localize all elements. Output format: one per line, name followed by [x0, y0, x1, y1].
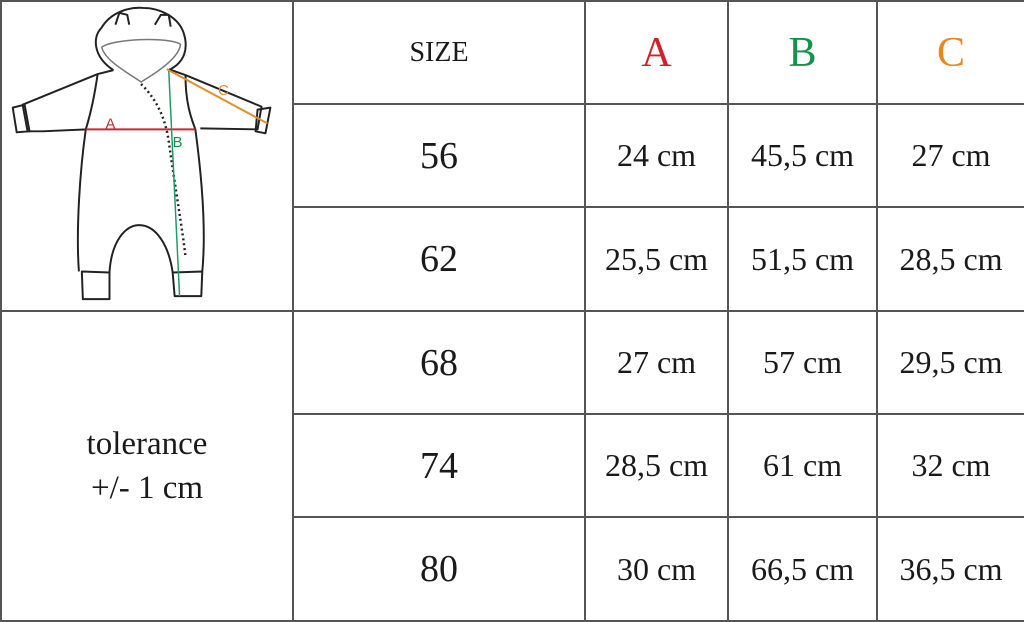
cuff-left	[80, 270, 111, 301]
romper-illustration-cell: A B C	[0, 0, 294, 312]
header-row: A B C SIZE A B C	[0, 0, 1024, 312]
tolerance-line-1: tolerance	[86, 426, 208, 462]
ear-right-icon	[154, 13, 172, 27]
tolerance-cell: tolerance +/- 1 cm	[0, 310, 294, 622]
zipper	[140, 83, 187, 257]
measure-c-label: C	[218, 83, 229, 99]
value-b-cell: 66,5 cm	[727, 516, 878, 622]
value-b-cell: 61 cm	[727, 413, 878, 518]
table-row: 80 30 cm 66,5 cm 36,5 cm	[1, 516, 1024, 622]
body-left	[76, 73, 99, 272]
value-b-cell: 51,5 cm	[727, 206, 878, 312]
size-cell: 80	[292, 516, 586, 622]
body-right	[184, 75, 205, 272]
table-row: tolerance +/- 1 cm 68 27 cm 57 cm 29,5 c…	[0, 310, 1024, 622]
measure-b-label: B	[173, 135, 183, 151]
ear-left-icon	[114, 11, 131, 26]
table-row: 62 25,5 cm 51,5 cm 28,5 cm	[1, 206, 1024, 312]
table-row: 74 28,5 cm 61 cm 32 cm	[1, 413, 1024, 518]
value-a-cell: 28,5 cm	[584, 413, 729, 518]
cuff-right	[171, 270, 204, 298]
size-cell: 56	[292, 103, 586, 208]
table-row: 56 24 cm 45,5 cm 27 cm	[1, 103, 1024, 208]
value-c-cell: 32 cm	[876, 413, 1024, 518]
hood-outline	[94, 6, 187, 72]
column-b-header: B	[727, 0, 878, 105]
size-cell: 74	[292, 413, 586, 518]
value-a-cell: 25,5 cm	[584, 206, 729, 312]
crotch	[108, 224, 174, 273]
size-cell: 68	[292, 310, 586, 415]
right-sleeve	[168, 68, 263, 131]
value-b-cell: 57 cm	[727, 310, 878, 415]
value-a-cell: 30 cm	[584, 516, 729, 622]
value-a-cell: 24 cm	[584, 103, 729, 208]
left-sleeve	[21, 69, 114, 133]
measure-a-label: A	[106, 116, 116, 132]
measure-c-line	[166, 68, 268, 125]
romper-illustration: A B C	[11, 6, 272, 301]
tolerance-line-2: +/- 1 cm	[90, 470, 204, 506]
size-cell: 62	[292, 206, 586, 312]
value-a-cell: 27 cm	[584, 310, 729, 415]
value-c-cell: 27 cm	[876, 103, 1024, 208]
measure-b-line	[167, 70, 181, 297]
value-c-cell: 29,5 cm	[876, 310, 1024, 415]
value-b-cell: 45,5 cm	[727, 103, 878, 208]
size-header: SIZE	[292, 0, 586, 105]
value-c-cell: 36,5 cm	[876, 516, 1024, 622]
column-a-header: A	[584, 0, 729, 105]
value-c-cell: 28,5 cm	[876, 206, 1024, 312]
column-c-header: C	[876, 0, 1024, 105]
